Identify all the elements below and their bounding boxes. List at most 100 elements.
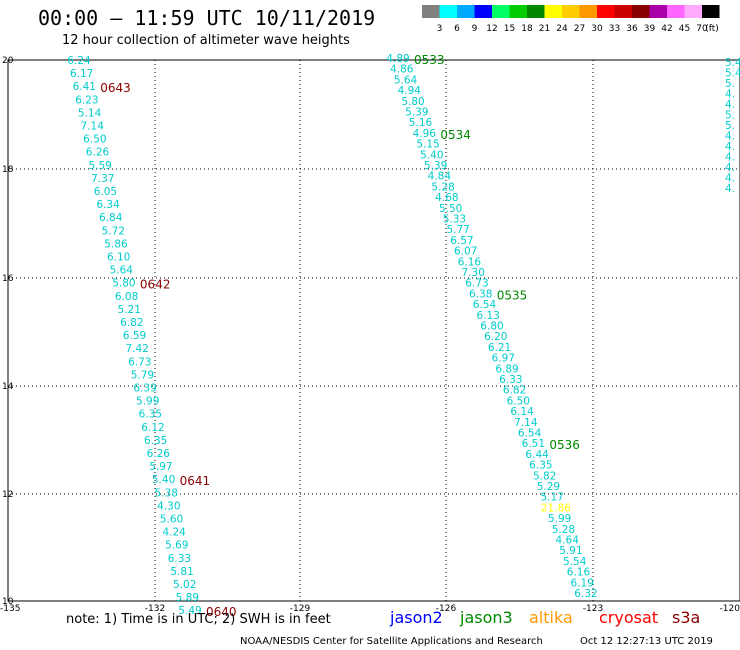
satellite-jason3: jason3 bbox=[460, 608, 513, 627]
wave-height-value: 5.38 bbox=[155, 487, 178, 499]
y-tick-label: 20 bbox=[2, 56, 14, 66]
wave-height-value: 5.21 bbox=[118, 304, 141, 316]
wave-height-value: 5. bbox=[725, 110, 735, 122]
legend-label: 45 bbox=[679, 24, 690, 34]
legend-swatch bbox=[474, 5, 492, 18]
wave-height-value: 5. bbox=[725, 78, 735, 90]
wave-height-value: 5.50 bbox=[439, 203, 462, 215]
legend-swatch bbox=[492, 5, 510, 18]
wave-height-value: 6.51 bbox=[522, 438, 545, 450]
pass-time-label: 0536 bbox=[549, 438, 580, 452]
x-tick-label: -120 bbox=[720, 604, 740, 614]
wave-height-value: 6.73 bbox=[128, 356, 151, 368]
credit-line: NOAA/NESDIS Center for Satellite Applica… bbox=[240, 636, 543, 647]
legend-label: 3 bbox=[437, 24, 443, 34]
wave-height-value: 5.40 bbox=[152, 474, 175, 486]
wave-height-value: 5.39 bbox=[424, 160, 447, 172]
pass-time-label: 0534 bbox=[440, 128, 471, 142]
x-tick-label: -132 bbox=[145, 604, 165, 614]
y-tick-label: 14 bbox=[2, 382, 14, 392]
wave-height-value: 5.89 bbox=[176, 592, 199, 604]
wave-height-value: 6.21 bbox=[488, 342, 511, 354]
wave-height-value: 4. bbox=[725, 89, 735, 101]
wave-height-value: 6.80 bbox=[480, 321, 503, 333]
legend-label: 15 bbox=[504, 24, 515, 34]
wave-height-value: 5.29 bbox=[537, 481, 560, 493]
wave-height-value: 6.38 bbox=[469, 288, 492, 300]
wave-height-value: 6.39 bbox=[133, 383, 156, 395]
wave-height-value: 5.28 bbox=[431, 181, 454, 193]
wave-height-value: 21.86 bbox=[541, 502, 571, 514]
wave-height-value: 6.50 bbox=[83, 134, 106, 146]
wave-height-value: 5. bbox=[725, 120, 735, 132]
wave-height-value: 6.33 bbox=[168, 553, 191, 565]
legend-swatch bbox=[614, 5, 632, 18]
legend-label: 9 bbox=[472, 24, 478, 34]
legend-label: 36 bbox=[626, 24, 638, 34]
legend-swatch bbox=[579, 5, 597, 18]
legend-swatch bbox=[684, 5, 702, 18]
legend-swatch bbox=[702, 5, 720, 18]
wave-height-value: 6.05 bbox=[94, 186, 117, 198]
pass-time-label: 0640 bbox=[206, 605, 237, 619]
satellite-jason2: jason2 bbox=[390, 608, 443, 627]
wave-height-value: 6.19 bbox=[571, 577, 594, 589]
legend-swatch bbox=[562, 5, 580, 18]
wave-height-value: 6.44 bbox=[525, 449, 549, 461]
satellite-cryosat: cryosat bbox=[599, 608, 659, 627]
wave-height-value: 5.40 bbox=[420, 149, 443, 161]
wave-height-value: 6.16 bbox=[458, 256, 482, 268]
wave-height-value: 6.10 bbox=[107, 252, 130, 264]
wave-height-value: 6.32 bbox=[574, 588, 597, 600]
wave-height-value: 6.26 bbox=[147, 448, 171, 460]
wave-height-value: 4.24 bbox=[162, 527, 186, 539]
wave-height-value: 5.86 bbox=[104, 238, 128, 250]
wave-height-value: 6.89 bbox=[495, 363, 518, 375]
legend-swatch bbox=[597, 5, 615, 18]
map-title: 00:00 – 11:59 UTC 10/11/2019 bbox=[38, 6, 376, 30]
wave-height-value: 6.08 bbox=[115, 291, 138, 303]
wave-height-value: 5.28 bbox=[552, 524, 575, 536]
wave-height-value: 4. bbox=[725, 152, 735, 164]
wave-height-value: 4. bbox=[725, 99, 735, 111]
wave-height-value: 6.57 bbox=[450, 235, 473, 247]
pass-time-label: 0535 bbox=[497, 288, 528, 302]
pass-time-label: 0533 bbox=[414, 53, 445, 67]
wave-height-value: 6.24 bbox=[67, 55, 91, 67]
x-tick-label: -135 bbox=[0, 604, 20, 614]
satellite-s3a: s3a bbox=[672, 608, 701, 627]
wave-height-value: 7.14 bbox=[514, 417, 538, 429]
wave-height-value: 5.80 bbox=[401, 96, 424, 108]
satellite-altika: altika bbox=[529, 608, 573, 627]
wave-height-value: 5.59 bbox=[88, 160, 111, 172]
wave-height-value: 5.49 bbox=[178, 605, 201, 617]
wave-height-value: 5.16 bbox=[409, 117, 433, 129]
legend-swatch bbox=[667, 5, 685, 18]
legend-swatch bbox=[422, 5, 440, 18]
wave-height-value: 6.84 bbox=[99, 212, 123, 224]
wave-height-value: 7.30 bbox=[462, 267, 485, 279]
wave-height-value: 6.34 bbox=[96, 199, 120, 211]
legend-label: 33 bbox=[609, 24, 620, 34]
wave-height-value: 4. bbox=[725, 173, 735, 185]
wave-height-value: 5.82 bbox=[533, 470, 556, 482]
wave-height-value: 7.37 bbox=[91, 173, 114, 185]
legend-swatch bbox=[439, 5, 457, 18]
wave-height-value: 6.35 bbox=[529, 460, 552, 472]
wave-height-value: 4. bbox=[725, 141, 735, 153]
wave-height-value: 6.13 bbox=[477, 310, 500, 322]
wave-height-value: 6.16 bbox=[567, 567, 591, 579]
wave-height-value: 5.72 bbox=[102, 225, 125, 237]
wave-height-value: 7.14 bbox=[81, 121, 105, 133]
wave-height-value: 5.02 bbox=[173, 579, 196, 591]
wave-height-value: 5.79 bbox=[131, 369, 154, 381]
wave-height-value: 5.80 bbox=[112, 278, 135, 290]
wave-height-value: 6.20 bbox=[484, 331, 507, 343]
wave-height-value: 4.96 bbox=[413, 128, 437, 140]
legend-swatch bbox=[632, 5, 650, 18]
wave-height-value: 6.82 bbox=[120, 317, 143, 329]
legend-label: 21 bbox=[539, 24, 550, 34]
map-subtitle: 12 hour collection of altimeter wave hei… bbox=[62, 33, 350, 48]
wave-height-value: 5.64 bbox=[394, 74, 418, 86]
